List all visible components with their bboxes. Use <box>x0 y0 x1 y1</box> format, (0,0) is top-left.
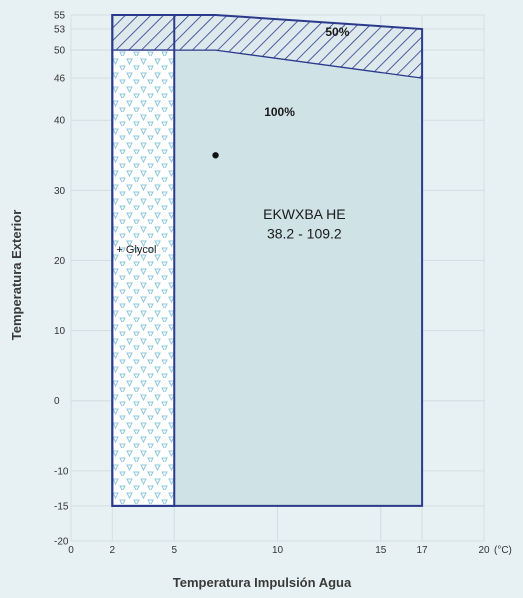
y-tick-label: 50 <box>54 46 66 57</box>
regions-layer <box>111 14 424 507</box>
x-tick-label: 0 <box>68 545 74 556</box>
capacity-range-label: 38.2 - 109.2 <box>267 226 342 242</box>
label-glycol: + Glycol <box>116 244 156 256</box>
y-tick-label: 10 <box>54 326 66 337</box>
x-tick-label: 10 <box>272 545 284 556</box>
y-tick-label: 20 <box>54 256 66 267</box>
x-unit-label: (°C) <box>494 545 512 556</box>
y-tick-label: 30 <box>54 186 66 197</box>
boundary-100-50 <box>174 49 423 79</box>
region-100-percent <box>174 50 423 506</box>
x-axis-title: Temperatura Impulsión Agua <box>173 575 352 590</box>
tick-labels: 0 2 5 10 15 17 20 (°C) -20 -15 -10 0 10 20 30 40 46 50 53 5… <box>54 11 512 557</box>
y-tick-label: 53 <box>54 25 66 36</box>
model-name-label: EKWXBA HE <box>263 206 345 222</box>
y-tick-label: 40 <box>54 116 66 127</box>
x-tick-label: 20 <box>478 545 490 556</box>
region-glycol-top-hatch <box>112 15 175 51</box>
x-tick-label: 5 <box>171 545 177 556</box>
y-tick-label: -10 <box>54 466 69 477</box>
operating-point <box>212 152 219 159</box>
region-glycol <box>112 50 175 506</box>
y-tick-label: -15 <box>54 501 69 512</box>
label-100-percent: 100% <box>264 105 295 119</box>
y-tick-label: 0 <box>54 396 60 407</box>
y-tick-label: -20 <box>54 537 69 548</box>
y-tick-label: 55 <box>54 11 66 22</box>
x-tick-label: 2 <box>110 545 116 556</box>
y-axis-title: Temperatura Exterior <box>9 210 24 341</box>
glycol-outline <box>111 14 176 507</box>
y-tick-label: 46 <box>54 74 66 85</box>
x-tick-label: 17 <box>416 545 428 556</box>
x-tick-label: 15 <box>375 545 387 556</box>
region-50-percent <box>174 15 423 79</box>
label-50-percent: 50% <box>325 25 349 39</box>
annotations-layer: 50% 100% EKWXBA HE 38.2 - 109.2 + Glycol <box>116 25 349 256</box>
